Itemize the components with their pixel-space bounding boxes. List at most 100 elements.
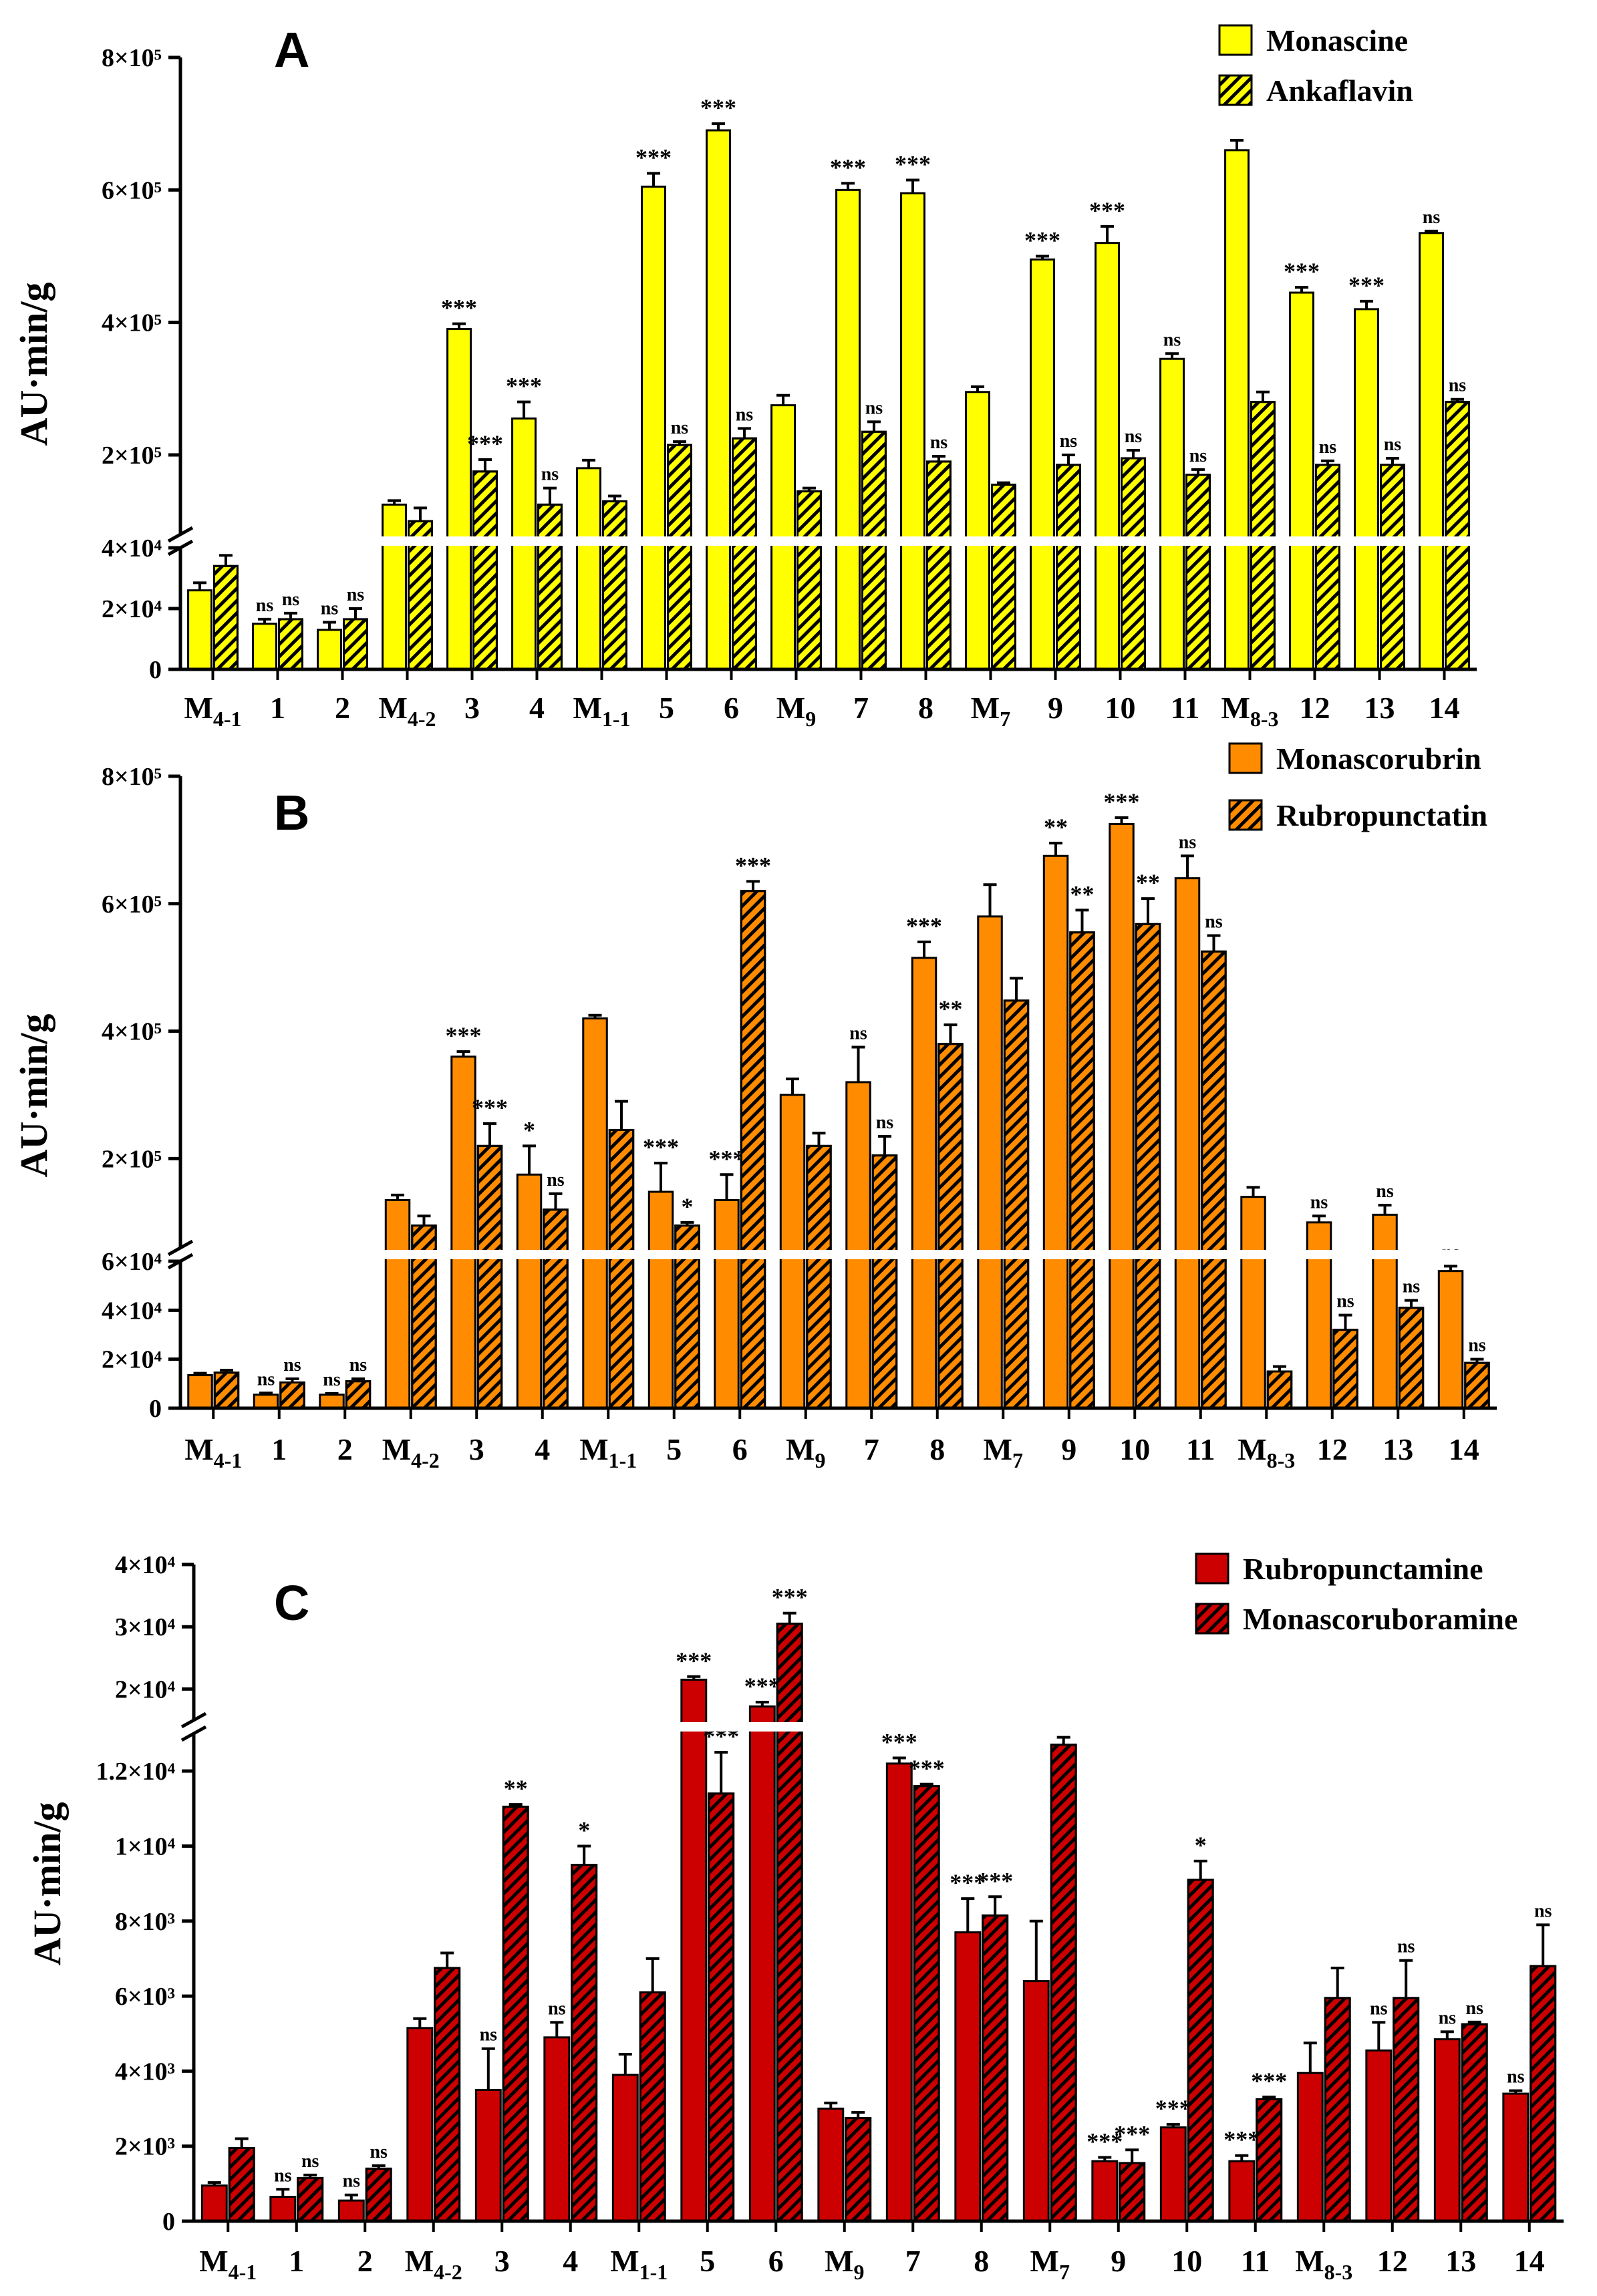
bar-monascorubrin-15 bbox=[1109, 823, 1135, 1410]
significance-label: *** bbox=[744, 1673, 780, 1699]
x-tick-label: 6 bbox=[732, 1432, 748, 1466]
x-tick-label: 3 bbox=[469, 1432, 484, 1466]
bar-monascoruboramine-1-hatch bbox=[228, 2147, 255, 2223]
significance-label: ns bbox=[1125, 426, 1143, 447]
legend-label-rubropunctatin: Rubropunctatin bbox=[1276, 798, 1487, 832]
bar-monascorubrin-7 bbox=[582, 1017, 608, 1410]
x-tick-label: 8 bbox=[929, 1432, 945, 1466]
bar-monascine-17 bbox=[1224, 149, 1250, 671]
x-tick-label: 7 bbox=[905, 2244, 921, 2278]
bar-monascine-9 bbox=[706, 129, 731, 671]
significance-label: ns bbox=[1319, 437, 1337, 458]
significance-label: ns bbox=[1449, 375, 1467, 396]
bar-rubropunctamine-7 bbox=[611, 2074, 639, 2223]
legend-label-monascoruboramine: Monascoruboramine bbox=[1243, 1602, 1517, 1636]
bar-monascine-4 bbox=[382, 503, 408, 671]
bar-rubropunctamine-9 bbox=[748, 1705, 776, 2223]
y-tick-label: 2×10⁴ bbox=[102, 595, 162, 623]
y-tick-label: 2×10⁵ bbox=[102, 1145, 162, 1173]
legend-swatch-monascorubrin bbox=[1228, 742, 1263, 774]
significance-label: ** bbox=[504, 1775, 528, 1802]
bar-rubropunctamine-18 bbox=[1365, 2049, 1393, 2223]
significance-label: *** bbox=[700, 94, 736, 121]
x-tick-label: 7 bbox=[864, 1432, 879, 1466]
bar-monascorubrin-13 bbox=[977, 915, 1003, 1410]
x-tick-label: 9 bbox=[1111, 2244, 1126, 2278]
bar-rubropunctamine-11 bbox=[885, 1762, 913, 2223]
significance-label: ** bbox=[938, 995, 962, 1022]
significance-label: ns bbox=[1465, 1998, 1483, 2019]
legend-swatch-rubropunctamine bbox=[1195, 1552, 1229, 1585]
y-tick-label: 2×10⁵ bbox=[102, 442, 162, 470]
significance-label: ns bbox=[671, 418, 689, 438]
bar-monascorubrin-19 bbox=[1372, 1213, 1398, 1410]
bar-rubropunctamine-4 bbox=[406, 2027, 434, 2223]
bar-rubropunctamine-2 bbox=[269, 2196, 297, 2223]
legend-label-monascine: Monascine bbox=[1266, 23, 1408, 57]
bar-monascine-2 bbox=[252, 623, 277, 671]
significance-label: * bbox=[578, 1816, 590, 1843]
bar-rubropunctatin-20-hatch bbox=[1464, 1361, 1490, 1410]
x-tick-label: M4-2 bbox=[382, 1432, 440, 1472]
x-tick-label: 2 bbox=[357, 2244, 373, 2278]
bar-rubropunctamine-16 bbox=[1228, 2160, 1256, 2223]
significance-label: *** bbox=[441, 295, 477, 321]
significance-label: *** bbox=[977, 1867, 1013, 1894]
axis-break-mark bbox=[180, 1711, 207, 1729]
significance-label: * bbox=[1195, 1832, 1207, 1858]
axis-break-mark bbox=[167, 1239, 194, 1257]
x-tick-label: 3 bbox=[494, 2244, 510, 2278]
x-tick-label: 6 bbox=[768, 2244, 784, 2278]
significance-label: *** bbox=[635, 144, 672, 171]
significance-label: ns bbox=[256, 595, 274, 616]
legend-label-rubropunctamine: Rubropunctamine bbox=[1243, 1552, 1483, 1586]
bar-monascoruboramine-12-hatch bbox=[982, 1914, 1009, 2223]
bar-monascorubrin-8 bbox=[647, 1190, 674, 1410]
axis-break-gap bbox=[174, 1722, 1570, 1732]
significance-label: ns bbox=[1403, 1277, 1421, 1297]
significance-label: ns bbox=[370, 2142, 388, 2162]
axis-break-gap bbox=[160, 536, 1483, 546]
x-tick-label: 2 bbox=[335, 691, 350, 725]
legend-swatch-monascine bbox=[1218, 24, 1253, 56]
x-tick-label: 7 bbox=[853, 691, 869, 725]
x-tick-label: 2 bbox=[337, 1432, 353, 1466]
x-tick-label: 11 bbox=[1241, 2244, 1270, 2278]
bar-rubropunctatin-11-hatch bbox=[871, 1154, 898, 1410]
x-tick-label: 14 bbox=[1449, 1432, 1479, 1466]
x-tick-label: 13 bbox=[1364, 691, 1395, 725]
significance-label: ns bbox=[930, 432, 948, 453]
significance-label: *** bbox=[735, 852, 771, 878]
significance-label: *** bbox=[676, 1647, 712, 1674]
significance-label: *** bbox=[906, 913, 942, 939]
bar-ankaflavin-8-hatch bbox=[667, 444, 692, 671]
bar-rubropunctatin-16-hatch bbox=[1201, 950, 1227, 1410]
significance-label: ns bbox=[301, 2151, 319, 2172]
significance-label: *** bbox=[772, 1584, 808, 1611]
x-tick-label: M8-3 bbox=[1221, 691, 1278, 731]
bar-monascoruboramine-18-hatch bbox=[1393, 1997, 1420, 2223]
bar-rubropunctamine-12 bbox=[954, 1931, 982, 2223]
significance-label: ns bbox=[1397, 1937, 1415, 1957]
axis-break-mark bbox=[180, 1725, 207, 1742]
significance-label: *** bbox=[506, 373, 542, 399]
y-tick-label: 6×10⁵ bbox=[102, 176, 162, 204]
significance-label: ns bbox=[1384, 434, 1402, 455]
x-tick-label: M9 bbox=[786, 1432, 825, 1472]
y-tick-label: 4×10⁴ bbox=[115, 1551, 176, 1579]
y-tick-label: 2×10⁴ bbox=[115, 1675, 176, 1703]
significance-label: *** bbox=[895, 150, 931, 177]
bar-rubropunctatin-15-hatch bbox=[1135, 923, 1161, 1410]
bar-rubropunctatin-14-hatch bbox=[1069, 931, 1095, 1410]
bar-monascine-16 bbox=[1159, 357, 1185, 671]
bar-rubropunctamine-1 bbox=[200, 2184, 228, 2223]
significance-label: ns bbox=[1310, 1192, 1328, 1212]
bar-rubropunctamine-6 bbox=[543, 2036, 571, 2223]
bar-rubropunctatin-19-hatch bbox=[1398, 1307, 1425, 1410]
significance-label: * bbox=[681, 1193, 693, 1220]
significance-label: ns bbox=[548, 1998, 566, 2019]
significance-label: *** bbox=[472, 1094, 508, 1121]
y-tick-label: 0 bbox=[149, 656, 162, 684]
x-tick-label: 12 bbox=[1377, 2244, 1408, 2278]
significance-label: *** bbox=[950, 1869, 986, 1896]
